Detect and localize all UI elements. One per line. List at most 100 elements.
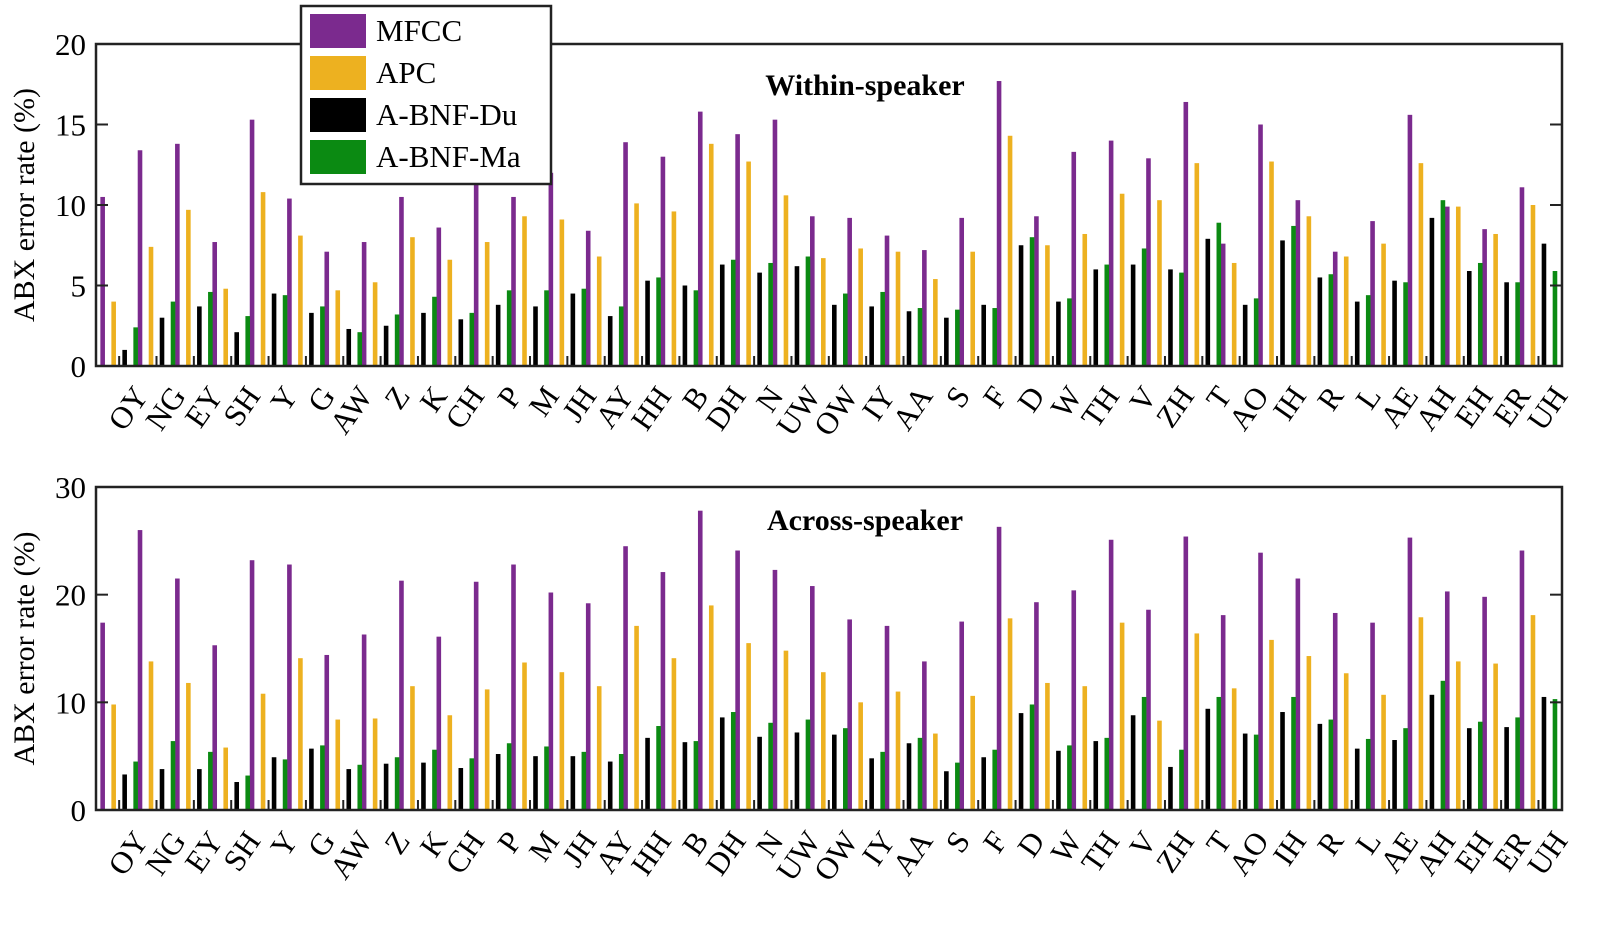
bar-mfcc-ao	[1220, 615, 1226, 810]
bar-mfcc-aa	[884, 625, 890, 810]
bar-a-bnf-du-dh	[719, 264, 725, 366]
bar-a-bnf-ma-r	[1328, 274, 1334, 366]
bar-apc-ae	[1381, 694, 1386, 810]
bar-mfcc-ao	[1220, 243, 1226, 366]
x-tick-label-hh: HH	[624, 825, 678, 882]
bar-a-bnf-du-th	[1093, 269, 1099, 366]
bar-mfcc-zh	[1146, 158, 1151, 366]
bar-apc-jh	[559, 672, 565, 810]
bar-a-bnf-du-ih	[1280, 240, 1285, 366]
bar-apc-oy	[111, 301, 116, 366]
bar-a-bnf-ma-aa	[917, 308, 923, 366]
bar-a-bnf-ma-ow	[843, 293, 848, 366]
bar-apc-r	[1306, 216, 1312, 366]
bar-a-bnf-du-er	[1504, 727, 1509, 810]
bar-a-bnf-du-z	[383, 325, 389, 366]
bar-a-bnf-du-n	[757, 736, 762, 810]
x-tick-label-s: S	[938, 825, 977, 859]
bar-a-bnf-du-w	[1056, 750, 1061, 810]
bar-a-bnf-du-s	[944, 771, 949, 810]
x-tick-label-aw: AW	[322, 824, 379, 885]
bar-a-bnf-du-uw	[794, 732, 800, 810]
bar-mfcc-uw	[772, 569, 778, 810]
bar-apc-dh	[708, 143, 714, 366]
x-tick-label-ih: IH	[1266, 380, 1313, 427]
bar-mfcc-v	[1108, 140, 1114, 366]
bar-a-bnf-du-ng	[159, 317, 165, 366]
bar-apc-b	[671, 658, 677, 810]
x-tick-label-ih: IH	[1266, 825, 1313, 872]
y-tick-label: 30	[55, 470, 86, 505]
bar-a-bnf-ma-ih	[1291, 225, 1296, 366]
bar-mfcc-th	[1071, 590, 1077, 810]
bar-mfcc-sh	[212, 645, 218, 810]
bar-apc-ao	[1231, 262, 1237, 366]
bar-apc-eh	[1455, 206, 1461, 366]
bar-a-bnf-du-k	[421, 312, 426, 366]
bar-mfcc-ih	[1258, 124, 1263, 366]
bar-a-bnf-ma-ah	[1440, 680, 1446, 810]
legend-label-a-bnf-du: A-BNF-Du	[376, 97, 517, 132]
chart-title: Across-speaker	[767, 504, 963, 537]
bar-a-bnf-du-f	[981, 757, 987, 810]
bar-mfcc-p	[473, 581, 479, 810]
x-tick-label-aa: AA	[885, 824, 940, 881]
bar-a-bnf-ma-hh	[656, 726, 661, 810]
bar-mfcc-z	[361, 242, 367, 366]
bar-a-bnf-ma-n	[768, 262, 773, 366]
bar-a-bnf-du-g	[309, 312, 314, 366]
bar-a-bnf-du-ih	[1280, 712, 1285, 810]
y-tick-label: 20	[55, 27, 86, 62]
bar-apc-p	[484, 689, 490, 810]
bar-mfcc-l	[1332, 251, 1338, 366]
bar-apc-aw	[335, 719, 341, 810]
bar-a-bnf-ma-oy	[133, 327, 138, 366]
bar-apc-ih	[1269, 639, 1274, 810]
bar-a-bnf-ma-k	[432, 749, 437, 810]
y-tick-label: 5	[71, 269, 87, 304]
bar-apc-ae	[1381, 243, 1386, 366]
bar-a-bnf-ma-ey	[208, 291, 213, 366]
bar-a-bnf-du-v	[1130, 715, 1136, 810]
bar-mfcc-ay	[585, 603, 591, 810]
across-speaker-chart: 0102030OYNGEYSHYGAWZKCHPMJHAYHHBDHNUWOWI…	[8, 470, 1575, 887]
bar-apc-k	[410, 686, 415, 810]
bar-apc-jh	[559, 219, 565, 366]
x-tick-label-aw: AW	[322, 379, 379, 440]
bar-a-bnf-ma-p	[506, 290, 512, 366]
bar-a-bnf-ma-d	[1029, 237, 1035, 366]
x-tick-label-d: D	[1010, 825, 1052, 863]
bar-mfcc-z	[361, 634, 367, 810]
bar-apc-ah	[1418, 617, 1424, 810]
bar-mfcc-uh	[1519, 550, 1525, 810]
bar-a-bnf-du-ah	[1429, 217, 1435, 366]
bar-mfcc-uh	[1519, 187, 1525, 366]
bar-mfcc-t	[1183, 536, 1189, 810]
bar-a-bnf-ma-k	[432, 296, 437, 366]
bar-mfcc-sh	[212, 242, 218, 366]
x-tick-label-dh: DH	[698, 380, 752, 437]
bar-a-bnf-ma-oy	[133, 761, 138, 810]
bar-apc-ow	[821, 672, 826, 810]
bar-apc-aw	[335, 290, 341, 366]
bar-a-bnf-ma-n	[768, 722, 773, 810]
bar-a-bnf-du-ae	[1392, 280, 1397, 366]
bar-a-bnf-du-b	[682, 742, 688, 810]
bar-a-bnf-du-l	[1354, 301, 1360, 366]
bar-a-bnf-ma-l	[1365, 295, 1371, 366]
bar-apc-s	[933, 279, 938, 366]
bar-mfcc-ae	[1370, 221, 1375, 366]
bar-apc-b	[671, 211, 677, 366]
bar-a-bnf-ma-ae	[1403, 728, 1408, 810]
legend-label-mfcc: MFCC	[376, 13, 462, 48]
bar-apc-eh	[1455, 661, 1461, 810]
bar-a-bnf-du-ay	[607, 761, 613, 810]
bar-a-bnf-ma-iy	[880, 291, 885, 366]
x-tick-label-ch: CH	[438, 380, 491, 435]
bar-a-bnf-ma-v	[1141, 696, 1147, 810]
x-tick-label-uh: UH	[1520, 380, 1574, 437]
bar-a-bnf-ma-uh	[1552, 699, 1558, 810]
bar-a-bnf-du-n	[757, 272, 762, 366]
bar-a-bnf-ma-sh	[245, 775, 251, 810]
